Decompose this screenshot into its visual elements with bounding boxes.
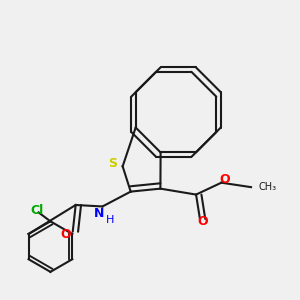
Text: O: O	[60, 228, 70, 241]
Text: Cl: Cl	[30, 204, 44, 218]
Text: O: O	[198, 215, 208, 228]
Text: N: N	[94, 207, 105, 220]
Text: O: O	[219, 173, 230, 186]
Text: CH₃: CH₃	[259, 182, 277, 192]
Text: S: S	[108, 157, 117, 170]
Text: H: H	[106, 215, 114, 225]
